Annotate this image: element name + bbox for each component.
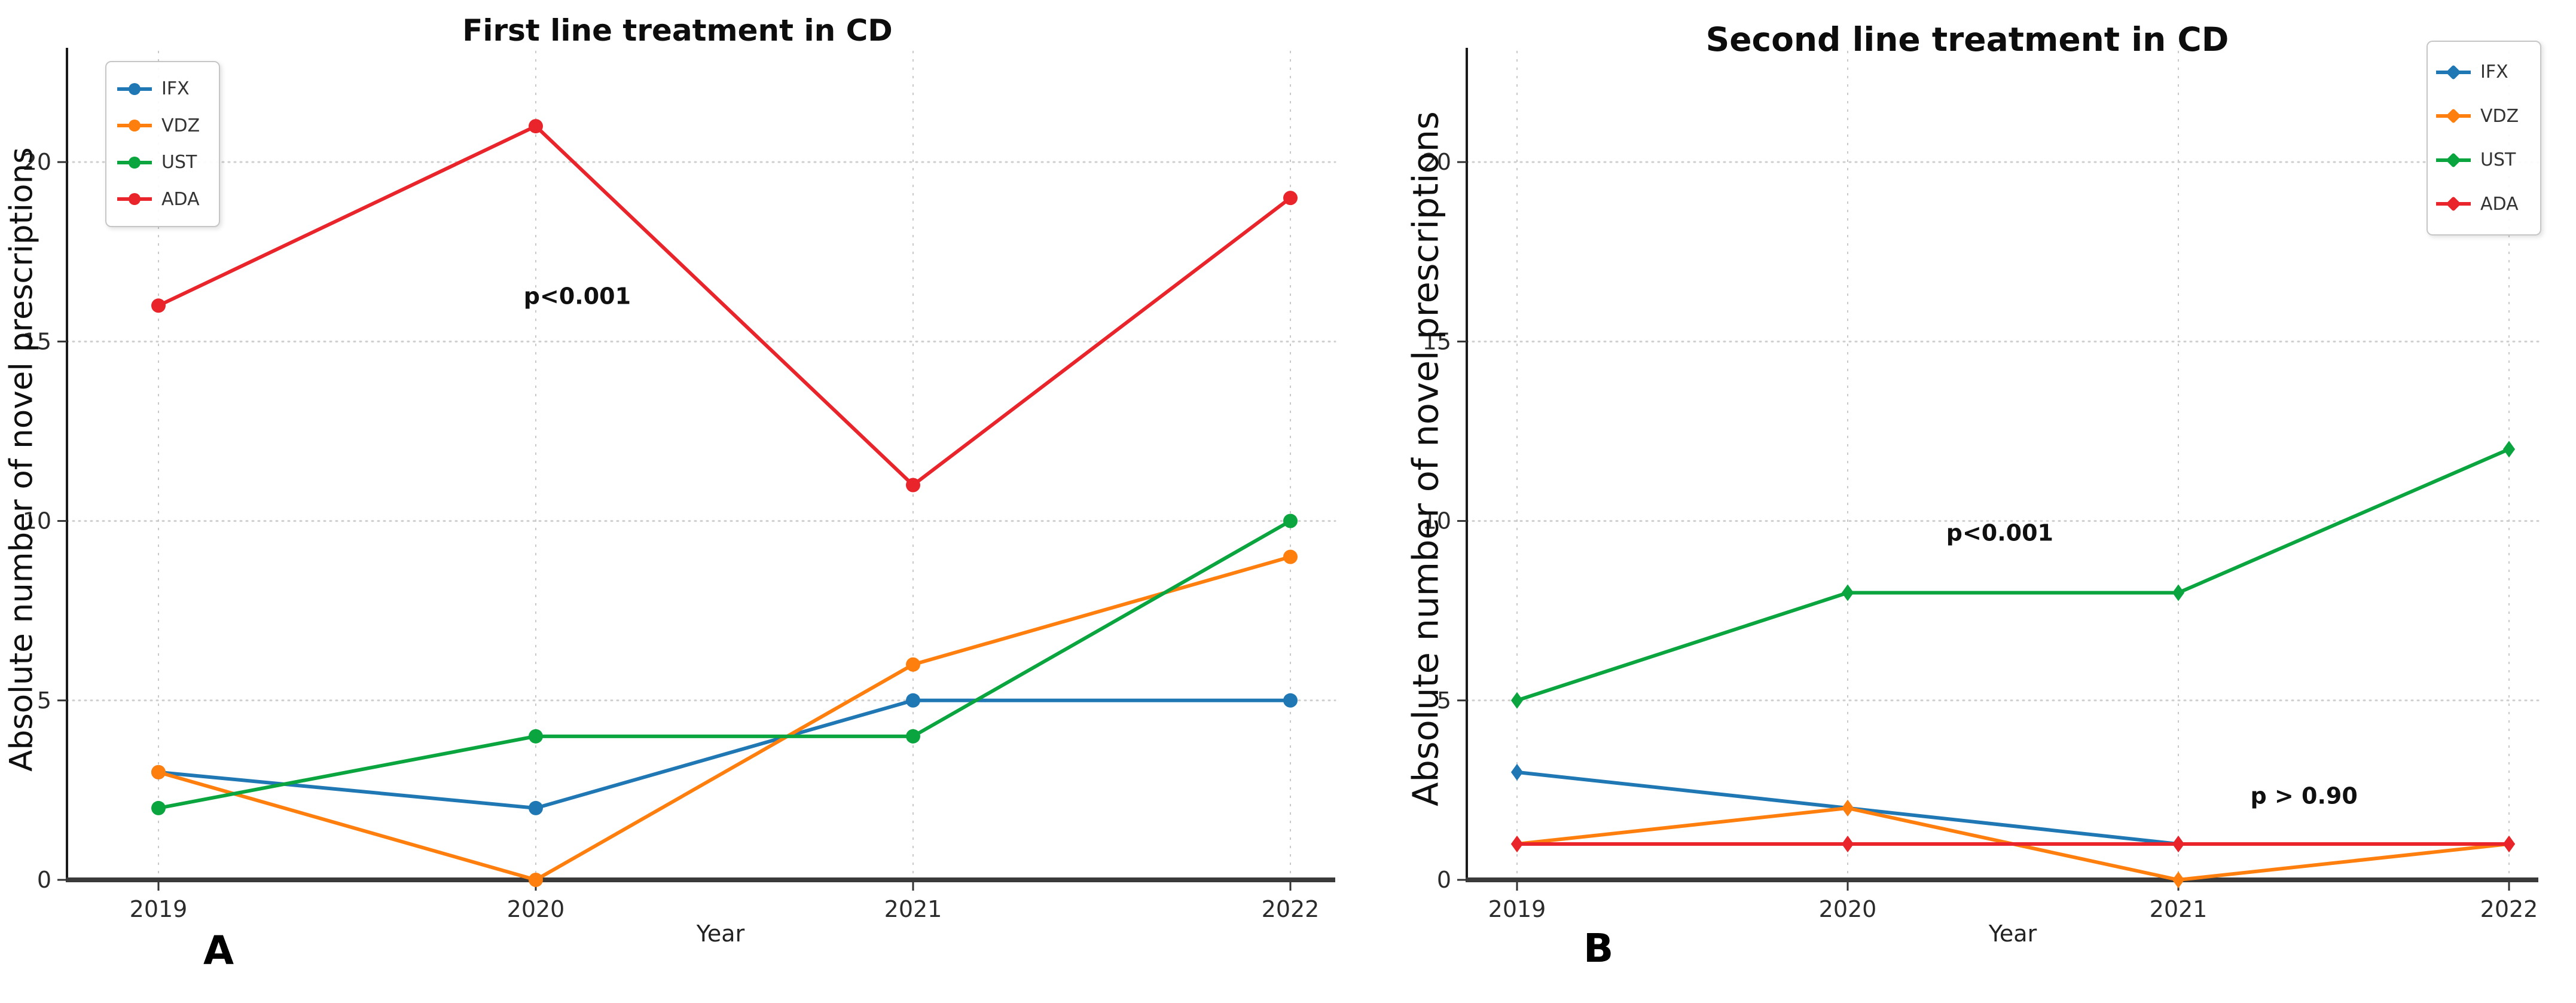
x-tick-label: 2022 bbox=[1262, 896, 1320, 922]
marker-IFX-2021 bbox=[906, 693, 920, 708]
panel-b-y-axis-label: Absolute number of novel prescriptions bbox=[1405, 111, 1446, 806]
marker-UST-2019 bbox=[151, 800, 166, 815]
legend-label-ADA: ADA bbox=[2480, 193, 2519, 215]
legend-marker-icon-VDZ bbox=[117, 118, 152, 133]
panel-b-letter: B bbox=[1583, 925, 1614, 971]
marker-UST-2020 bbox=[529, 729, 543, 744]
marker-IFX-2020 bbox=[529, 800, 543, 815]
marker-ADA-2020 bbox=[1841, 835, 1854, 852]
marker-UST-2022 bbox=[1283, 513, 1298, 528]
y-tick-label: 20 bbox=[1423, 149, 1451, 175]
panel-a-x-axis-label: Year bbox=[696, 921, 745, 947]
panel-b-plot: 2019 2020 2021 2022 0 5 10 15 20 p<0.001 p > 0.90 bbox=[1423, 48, 2540, 922]
legend-marker-icon-IFX bbox=[2436, 65, 2471, 80]
panel-b-title: Second line treatment in CD bbox=[1705, 20, 2229, 59]
legend-item-UST: UST bbox=[117, 152, 208, 173]
marker-UST-2021 bbox=[2172, 584, 2185, 601]
x-tick-label: 2021 bbox=[884, 896, 942, 922]
panel-a-letter: A bbox=[203, 928, 234, 974]
y-tick-label: 5 bbox=[37, 687, 51, 714]
marker-ADA-2021 bbox=[906, 478, 920, 493]
y-tick-label: 10 bbox=[23, 508, 51, 534]
legend-label-IFX: IFX bbox=[2480, 62, 2508, 83]
marker-UST-2022 bbox=[2502, 441, 2516, 458]
panel-b-x-axis-label: Year bbox=[1988, 921, 2037, 947]
legend-item-VDZ: VDZ bbox=[2436, 106, 2532, 127]
marker-IFX-2019 bbox=[1510, 763, 1524, 781]
annotation-b-1: p > 0.90 bbox=[2251, 783, 2358, 809]
series-line-UST bbox=[157, 519, 1292, 810]
panel-b-legend: IFX VDZ UST ADA bbox=[2427, 41, 2541, 236]
x-tick-label: 2019 bbox=[1488, 896, 1546, 922]
marker-VDZ-2020 bbox=[529, 873, 543, 887]
x-tick-label: 2021 bbox=[2150, 896, 2208, 922]
series-line-ADA bbox=[157, 124, 1292, 487]
series-line-IFX bbox=[157, 698, 1292, 810]
marker-VDZ-2019 bbox=[151, 765, 166, 779]
legend-marker-icon-ADA bbox=[2436, 196, 2471, 212]
marker-ADA-2022 bbox=[2502, 835, 2516, 852]
marker-ADA-2020 bbox=[529, 119, 543, 134]
marker-VDZ-2021 bbox=[906, 657, 920, 672]
marker-ADA-2019 bbox=[1510, 835, 1524, 852]
x-tick-label: 2019 bbox=[130, 896, 188, 922]
panel-a-title: First line treatment in CD bbox=[462, 13, 893, 48]
legend-label-UST: UST bbox=[161, 152, 197, 173]
y-tick-label: 10 bbox=[1423, 508, 1451, 534]
panel-a-legend: IFX VDZ UST ADA bbox=[105, 61, 220, 227]
marker-UST-2021 bbox=[906, 729, 920, 744]
legend-item-UST: UST bbox=[2436, 149, 2532, 170]
legend-label-UST: UST bbox=[2480, 149, 2516, 171]
panel-a-y-axis-label: Absolute number of novel prescriptions bbox=[3, 147, 40, 772]
series-line-VDZ bbox=[157, 555, 1292, 882]
y-tick-label: 0 bbox=[37, 867, 51, 893]
legend-label-VDZ: VDZ bbox=[161, 115, 200, 136]
marker-UST-2020 bbox=[1841, 584, 1854, 601]
series-line-IFX bbox=[1515, 770, 2511, 846]
annotation-b-0: p<0.001 bbox=[1946, 520, 2053, 546]
annotation-a-0: p<0.001 bbox=[524, 283, 631, 309]
legend-marker-icon-VDZ bbox=[2436, 108, 2471, 124]
marker-ADA-2019 bbox=[151, 298, 166, 313]
legend-item-IFX: IFX bbox=[117, 78, 208, 99]
y-tick-label: 15 bbox=[23, 328, 51, 354]
y-tick-label: 0 bbox=[1437, 867, 1451, 893]
legend-marker-icon-ADA bbox=[117, 192, 152, 206]
y-tick-label: 15 bbox=[1423, 328, 1451, 354]
legend-marker-icon-UST bbox=[2436, 152, 2471, 168]
marker-VDZ-2021 bbox=[2172, 871, 2185, 888]
marker-ADA-2021 bbox=[2172, 835, 2185, 852]
marker-ADA-2022 bbox=[1283, 191, 1298, 206]
marker-VDZ-2020 bbox=[1841, 799, 1854, 817]
legend-label-IFX: IFX bbox=[161, 78, 190, 100]
legend-label-VDZ: VDZ bbox=[2480, 105, 2519, 127]
legend-marker-icon-IFX bbox=[117, 82, 152, 96]
x-tick-label: 2022 bbox=[2480, 896, 2538, 922]
legend-item-ADA: ADA bbox=[2436, 194, 2532, 215]
legend-item-ADA: ADA bbox=[117, 189, 208, 210]
legend-item-VDZ: VDZ bbox=[117, 115, 208, 136]
marker-UST-2019 bbox=[1510, 692, 1524, 709]
marker-IFX-2022 bbox=[1283, 693, 1298, 708]
legend-label-ADA: ADA bbox=[161, 188, 200, 210]
legend-marker-icon-UST bbox=[117, 155, 152, 170]
legend-item-IFX: IFX bbox=[2436, 62, 2532, 82]
y-tick-label: 5 bbox=[1437, 687, 1451, 714]
x-tick-label: 2020 bbox=[507, 896, 565, 922]
marker-VDZ-2022 bbox=[1283, 549, 1298, 564]
x-tick-label: 2020 bbox=[1819, 896, 1877, 922]
y-tick-label: 20 bbox=[23, 149, 51, 175]
series-line-UST bbox=[1515, 447, 2511, 702]
panel-a-plot: 2019 2020 2021 2022 0 5 10 15 20 p<0.001 bbox=[23, 48, 1336, 922]
